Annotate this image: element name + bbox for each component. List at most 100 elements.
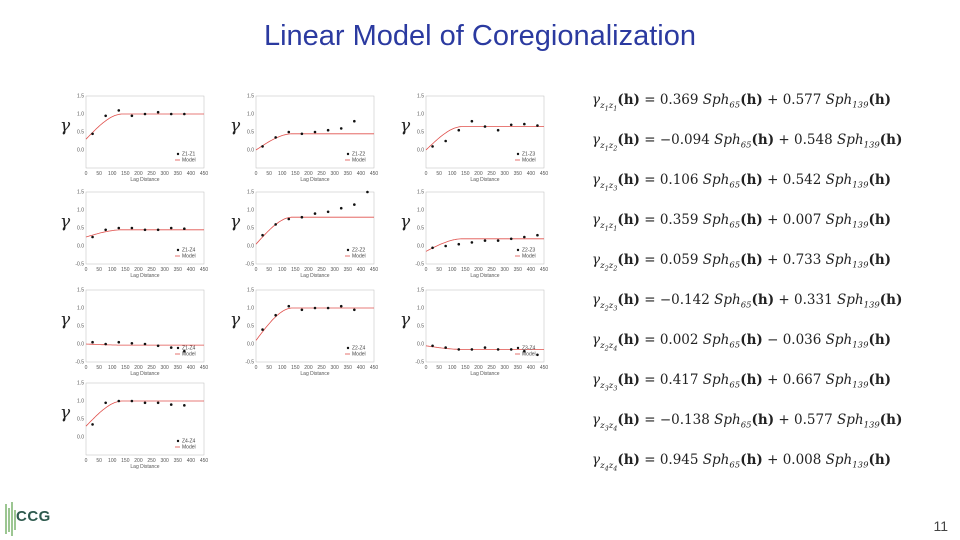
coefficient-2: 0.331 xyxy=(794,292,833,308)
sph-label: Sph xyxy=(702,332,730,348)
y-tick-label: 1.5 xyxy=(247,190,254,196)
x-tick-label: 400 xyxy=(187,365,196,371)
coefficient-2: 0.036 xyxy=(782,332,822,348)
equation-row: γz1z1(h) = 0.359 Sph65(h) + 0.007 Sph139… xyxy=(592,212,892,233)
data-point xyxy=(353,119,356,123)
x-tick-label: 350 xyxy=(344,365,353,371)
x-tick-label: 50 xyxy=(436,267,442,273)
y-tick-label: 1.0 xyxy=(417,208,424,214)
data-point xyxy=(339,206,343,210)
equation-row: γz4z4(h) = 0.945 Sph65(h) + 0.008 Sph139… xyxy=(592,452,892,473)
gamma-subscript: z3z3 xyxy=(600,380,618,393)
equation-row: γz3z3(h) = 0.417 Sph65(h) + 0.667 Sph139… xyxy=(592,372,892,393)
data-point xyxy=(143,112,147,116)
y-tick-label: 0.5 xyxy=(417,130,424,136)
x-tick-label: 400 xyxy=(527,365,536,371)
x-tick-label: 350 xyxy=(174,171,183,177)
model-line xyxy=(255,307,374,341)
gamma-symbol: γ xyxy=(592,412,601,428)
plot-frame xyxy=(255,191,375,265)
data-point xyxy=(496,239,500,242)
x-tick-label: 450 xyxy=(370,365,379,371)
x-tick-label: 150 xyxy=(461,267,470,273)
data-point xyxy=(523,122,526,126)
x-tick-label: 450 xyxy=(200,458,209,464)
variogram-plot-5: 1.5 1.0 0.5 0.0 -0.50 50 100 150 200 250 300 350 400… xyxy=(245,190,379,280)
x-tick-label: 150 xyxy=(461,365,470,371)
legend-entry-model: Model xyxy=(352,352,366,358)
sph-label: Sph xyxy=(714,292,741,308)
sph-label: Sph xyxy=(836,292,864,308)
data-point xyxy=(261,145,264,148)
coefficient-1: 0.059 xyxy=(659,252,699,268)
data-point xyxy=(91,235,94,239)
data-point xyxy=(431,344,434,348)
x-tick-label: 150 xyxy=(121,171,130,177)
x-tick-label: 350 xyxy=(514,267,523,273)
gamma-subscript: z2z3 xyxy=(600,300,618,313)
data-point xyxy=(313,212,317,215)
x-tick-label: 450 xyxy=(370,267,379,273)
x-tick-label: 0 xyxy=(255,267,258,273)
data-point xyxy=(156,110,160,114)
coefficient-2: 0.008 xyxy=(782,452,822,468)
data-point xyxy=(457,128,461,132)
variogram-plot-1: 1.5 1.0 0.5 0.0 0 50 100 150 200 250 300 350 400 450 L… xyxy=(77,94,208,184)
x-tick-label: 450 xyxy=(540,171,549,177)
legend-entry-data: Z1-Z4 xyxy=(182,346,196,352)
x-axis-label: Lag Distance xyxy=(470,371,499,377)
x-tick-label: 0 xyxy=(255,171,258,177)
variogram-plot-6: 1.5 1.0 0.5 0.0 -0.50 50 100 150 200 250 300 350 400… xyxy=(415,190,548,280)
coefficient-2: 0.577 xyxy=(782,92,822,108)
x-tick-label: 400 xyxy=(527,267,536,273)
model-line xyxy=(425,126,544,151)
coefficient-1: 0.359 xyxy=(659,212,699,228)
data-point xyxy=(169,346,173,349)
x-tick-label: 250 xyxy=(317,171,326,177)
data-point xyxy=(536,353,539,357)
sph-label: Sph xyxy=(825,92,853,108)
sph-label: Sph xyxy=(702,372,730,388)
sph-label: Sph xyxy=(825,332,853,348)
x-tick-label: 200 xyxy=(134,458,143,464)
y-tick-label: 0.5 xyxy=(77,417,84,423)
coefficient-2: 0.667 xyxy=(782,372,822,388)
data-point xyxy=(353,203,356,206)
data-point xyxy=(91,340,94,344)
data-point xyxy=(313,130,317,134)
y-tick-label: 0.5 xyxy=(247,130,254,136)
gamma-symbol: γ xyxy=(592,372,601,388)
variogram-plot-4: 1.5 1.0 0.5 0.0 -0.50 50 100 150 200 250 300 350 400… xyxy=(75,190,208,280)
y-tick-label: 1.5 xyxy=(247,288,254,294)
legend-entry-data: Z2-Z4 xyxy=(352,346,366,352)
x-tick-label: 300 xyxy=(500,171,509,177)
lag-vector: (h) xyxy=(868,172,892,188)
coefficient-1: 0.417 xyxy=(659,372,699,388)
x-tick-label: 300 xyxy=(160,365,169,371)
y-tick-label: 1.5 xyxy=(247,94,254,100)
x-tick-label: 150 xyxy=(291,171,300,177)
x-tick-label: 400 xyxy=(357,171,366,177)
lag-vector: (h) xyxy=(868,332,892,348)
legend-entry-data: Z2-Z3 xyxy=(522,248,536,254)
y-tick-label: 0.0 xyxy=(417,148,424,154)
x-tick-label: 300 xyxy=(500,365,509,371)
gamma-axis-label: γ xyxy=(400,212,411,232)
y-tick-label: 0.5 xyxy=(417,226,424,232)
equation-row: γz3z4(h) = −0.138 Sph65(h) + 0.577 Sph13… xyxy=(592,412,903,433)
x-axis-label: Lag Distance xyxy=(300,273,329,279)
lag-vector: (h) xyxy=(740,92,763,108)
x-tick-label: 250 xyxy=(317,365,326,371)
x-tick-label: 350 xyxy=(174,267,183,273)
legend-point-marker xyxy=(516,248,520,252)
y-tick-label: 1.5 xyxy=(77,381,84,387)
x-tick-label: 0 xyxy=(425,171,428,177)
variogram-plot-8: 1.5 1.0 0.5 0.0 -0.50 50 100 150 200 250 300 350 400… xyxy=(245,288,379,378)
gamma-subscript: z1z2 xyxy=(600,140,618,153)
x-tick-label: 350 xyxy=(174,365,183,371)
x-axis-label: Lag Distance xyxy=(130,273,159,279)
data-point xyxy=(496,348,500,351)
x-tick-label: 400 xyxy=(187,267,196,273)
y-tick-label: 1.5 xyxy=(77,94,84,100)
plot-frame xyxy=(425,289,545,363)
